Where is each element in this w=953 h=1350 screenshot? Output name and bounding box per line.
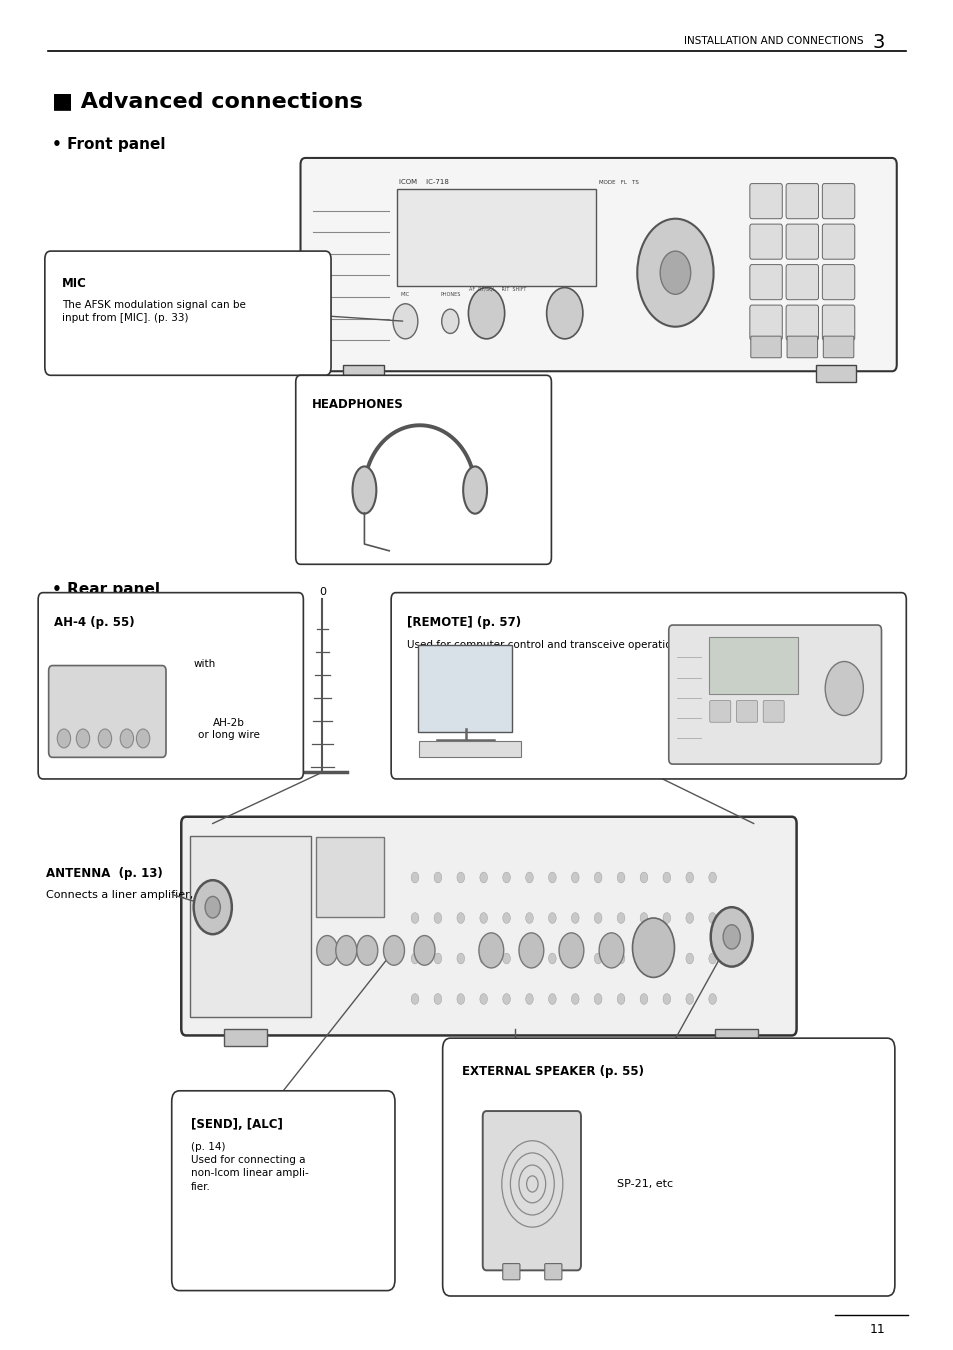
Circle shape (548, 994, 556, 1004)
Circle shape (617, 872, 624, 883)
FancyBboxPatch shape (502, 1264, 519, 1280)
Circle shape (411, 953, 418, 964)
Text: MODE   FL   TS: MODE FL TS (598, 180, 639, 185)
Circle shape (479, 872, 487, 883)
Circle shape (637, 219, 713, 327)
FancyBboxPatch shape (442, 1038, 894, 1296)
Circle shape (468, 288, 504, 339)
Circle shape (502, 994, 510, 1004)
Circle shape (548, 953, 556, 964)
Circle shape (558, 933, 583, 968)
FancyBboxPatch shape (749, 184, 781, 219)
Circle shape (456, 994, 464, 1004)
FancyBboxPatch shape (181, 817, 796, 1035)
Circle shape (525, 953, 533, 964)
Text: MIC: MIC (62, 277, 87, 290)
Circle shape (57, 729, 71, 748)
Circle shape (414, 936, 435, 965)
Circle shape (411, 872, 418, 883)
FancyBboxPatch shape (750, 336, 781, 358)
Circle shape (546, 288, 582, 339)
Circle shape (434, 994, 441, 1004)
Circle shape (478, 933, 503, 968)
Text: • Front panel: • Front panel (52, 136, 166, 153)
FancyBboxPatch shape (785, 184, 818, 219)
Circle shape (193, 880, 232, 934)
Circle shape (639, 913, 647, 923)
FancyBboxPatch shape (482, 1111, 580, 1270)
Circle shape (708, 953, 716, 964)
Text: ■ Advanced connections: ■ Advanced connections (52, 92, 363, 111)
Circle shape (685, 994, 693, 1004)
Text: ICOM    IC-718: ICOM IC-718 (398, 180, 448, 185)
FancyBboxPatch shape (418, 741, 520, 757)
Circle shape (662, 872, 670, 883)
Text: HEADPHONES: HEADPHONES (312, 398, 403, 412)
Circle shape (479, 994, 487, 1004)
Circle shape (662, 994, 670, 1004)
FancyBboxPatch shape (708, 637, 798, 694)
Text: ANTENNA  (p. 13): ANTENNA (p. 13) (46, 867, 162, 880)
Circle shape (479, 913, 487, 923)
FancyBboxPatch shape (749, 224, 781, 259)
Circle shape (502, 953, 510, 964)
FancyBboxPatch shape (315, 837, 384, 917)
Circle shape (685, 953, 693, 964)
FancyBboxPatch shape (785, 305, 818, 340)
Text: EXTERNAL SPEAKER (p. 55): EXTERNAL SPEAKER (p. 55) (461, 1065, 643, 1079)
FancyBboxPatch shape (785, 224, 818, 259)
Circle shape (525, 913, 533, 923)
Text: 11: 11 (869, 1323, 884, 1336)
Circle shape (617, 953, 624, 964)
Circle shape (571, 872, 578, 883)
FancyBboxPatch shape (45, 251, 331, 375)
Text: Connects a liner amplifier, etc.: Connects a liner amplifier, etc. (46, 891, 217, 900)
Circle shape (456, 872, 464, 883)
Circle shape (662, 913, 670, 923)
Circle shape (685, 872, 693, 883)
Circle shape (393, 304, 417, 339)
Ellipse shape (462, 467, 486, 513)
FancyBboxPatch shape (38, 593, 303, 779)
Circle shape (571, 994, 578, 1004)
Circle shape (120, 729, 133, 748)
Text: [REMOTE] (p. 57): [REMOTE] (p. 57) (407, 616, 521, 629)
Text: The AFSK modulation signal can be
input from [MIC]. (p. 33): The AFSK modulation signal can be input … (62, 300, 246, 323)
Circle shape (548, 872, 556, 883)
Circle shape (594, 913, 601, 923)
FancyBboxPatch shape (749, 265, 781, 300)
Text: (p. 14)
Used for connecting a
non-Icom linear ampli-
fier.: (p. 14) Used for connecting a non-Icom l… (191, 1142, 308, 1192)
Text: with: with (193, 659, 216, 670)
Text: ACC SOCKETS (p. 7): ACC SOCKETS (p. 7) (449, 1069, 580, 1083)
FancyBboxPatch shape (668, 625, 881, 764)
Circle shape (639, 872, 647, 883)
Circle shape (571, 953, 578, 964)
FancyBboxPatch shape (295, 375, 551, 564)
Circle shape (518, 933, 543, 968)
Circle shape (136, 729, 150, 748)
Circle shape (525, 994, 533, 1004)
Circle shape (383, 936, 404, 965)
FancyBboxPatch shape (190, 836, 311, 1017)
Circle shape (411, 913, 418, 923)
FancyBboxPatch shape (417, 645, 512, 732)
FancyBboxPatch shape (343, 364, 383, 382)
FancyBboxPatch shape (49, 666, 166, 757)
Circle shape (594, 872, 601, 883)
Circle shape (639, 994, 647, 1004)
Text: [SEND], [ALC]: [SEND], [ALC] (191, 1118, 282, 1131)
Circle shape (205, 896, 220, 918)
Circle shape (456, 913, 464, 923)
FancyBboxPatch shape (749, 305, 781, 340)
Text: 0: 0 (318, 587, 326, 597)
Circle shape (708, 913, 716, 923)
Circle shape (594, 953, 601, 964)
Circle shape (434, 953, 441, 964)
Text: AH-2b
or long wire: AH-2b or long wire (198, 718, 259, 740)
Circle shape (479, 953, 487, 964)
FancyBboxPatch shape (762, 701, 783, 722)
Circle shape (411, 994, 418, 1004)
FancyBboxPatch shape (786, 336, 817, 358)
FancyBboxPatch shape (391, 593, 905, 779)
Circle shape (525, 872, 533, 883)
